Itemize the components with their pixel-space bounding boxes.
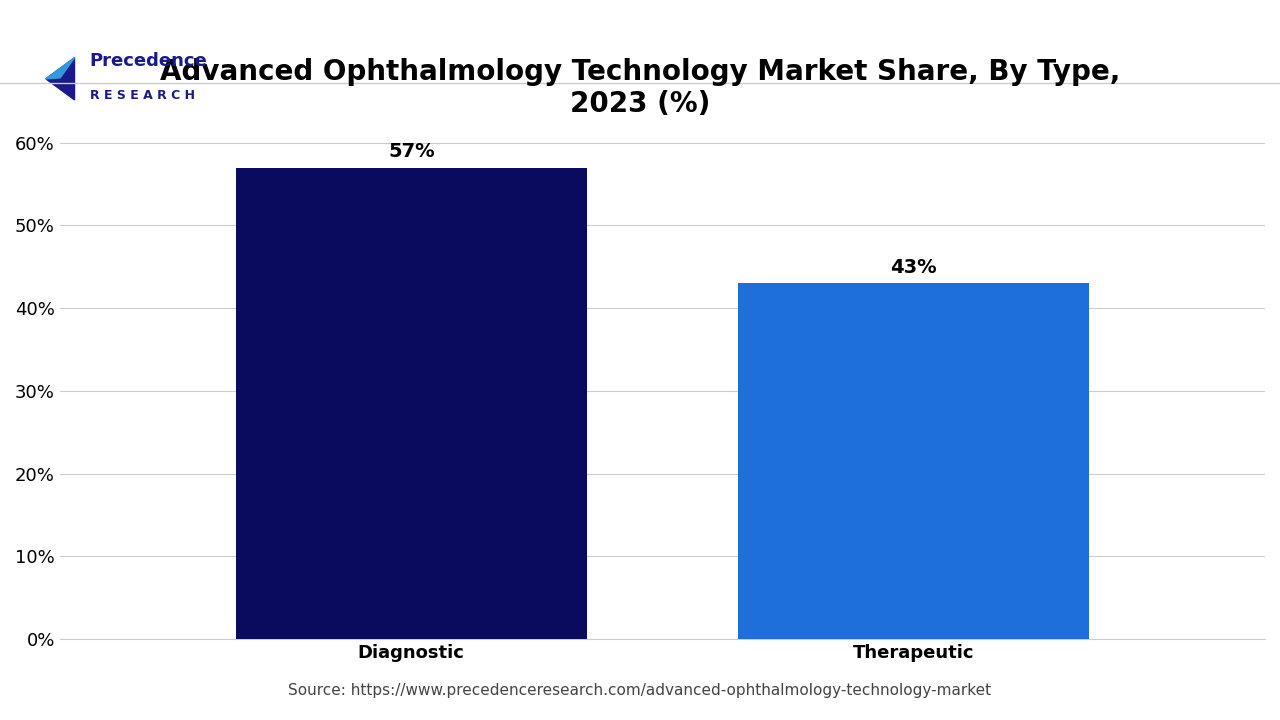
Text: R E S E A R C H: R E S E A R C H [90,89,195,102]
Polygon shape [46,58,74,100]
Text: 57%: 57% [388,142,435,161]
Bar [236,168,588,639]
Text: Source: https://www.precedenceresearch.com/advanced-ophthalmology-technology-mar: Source: https://www.precedenceresearch.c… [288,683,992,698]
Text: Precedence: Precedence [90,52,207,70]
Text: Advanced Ophthalmology Technology Market Share, By Type,
2023 (%): Advanced Ophthalmology Technology Market… [160,58,1120,118]
Polygon shape [46,58,74,78]
Bar [737,284,1089,639]
Text: 43%: 43% [890,258,937,276]
